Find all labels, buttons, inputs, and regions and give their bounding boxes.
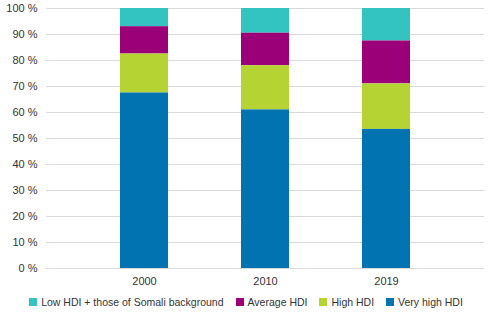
svg-text:50 %: 50 % — [12, 132, 37, 144]
svg-text:2010: 2010 — [253, 275, 277, 287]
svg-text:30 %: 30 % — [12, 184, 37, 196]
html-text:High HDI: High HDI — [331, 296, 375, 308]
svg-text:60 %: 60 % — [12, 106, 37, 118]
svg-text:2000: 2000 — [132, 275, 156, 287]
svg-text:40 %: 40 % — [12, 158, 37, 170]
svg-text:100 %: 100 % — [6, 2, 37, 14]
svg-text:10 %: 10 % — [12, 236, 37, 248]
html-text:Very high HDI: Very high HDI — [398, 296, 463, 308]
html-text:Average HDI: Average HDI — [247, 296, 308, 308]
html-text:Low HDI + those of Somali back: Low HDI + those of Somali background — [41, 296, 224, 308]
svg-text:0 %: 0 % — [19, 262, 38, 274]
svg-text:80 %: 80 % — [12, 54, 37, 66]
svg-text:2019: 2019 — [374, 275, 398, 287]
svg-text:70 %: 70 % — [12, 80, 37, 92]
svg-text:20 %: 20 % — [12, 210, 37, 222]
svg-text:90 %: 90 % — [12, 28, 37, 40]
